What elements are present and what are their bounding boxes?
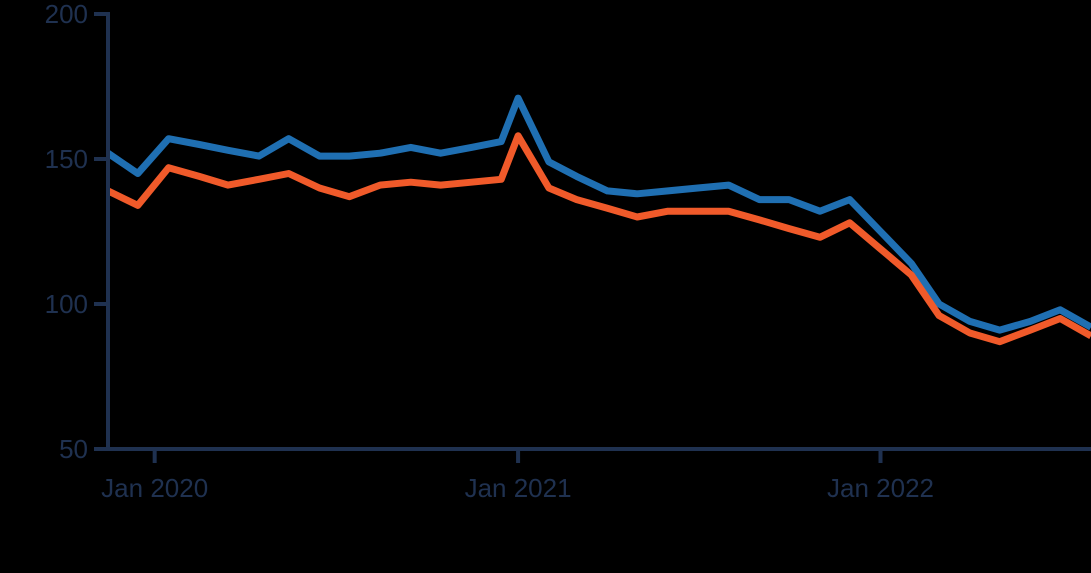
series-line-2 xyxy=(106,132,1091,346)
y-tick-label: 50 xyxy=(59,434,88,464)
x-tick-label: Jan 2020 xyxy=(101,473,208,503)
x-axis-ticks: Jan 2020 Jan 2021 Jan 2022 xyxy=(101,449,934,503)
x-tick-label: Jan 2021 xyxy=(465,473,572,503)
series-line-1 xyxy=(106,94,1091,334)
y-tick-label: 150 xyxy=(45,144,88,174)
y-tick-label: 100 xyxy=(45,289,88,319)
y-tick-label: 200 xyxy=(45,0,88,29)
x-tick-label: Jan 2022 xyxy=(827,473,934,503)
y-axis-ticks: 50 100 150 200 xyxy=(45,0,108,464)
series-lines xyxy=(106,94,1091,346)
